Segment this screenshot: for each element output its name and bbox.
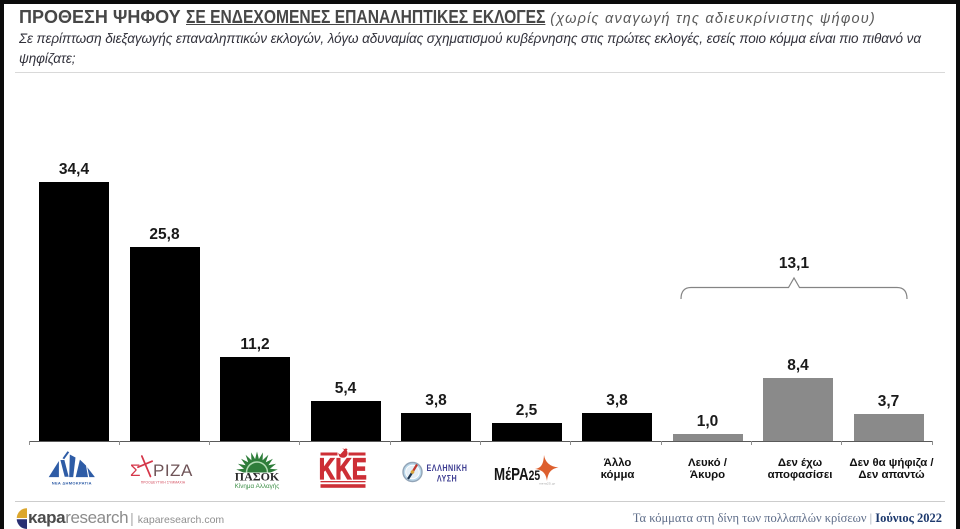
svg-text:ΝΕΑ ΔΗΜΟΚΡΑΤΙΑ: ΝΕΑ ΔΗΜΟΚΡΑΤΙΑ <box>52 481 92 486</box>
svg-text:ΡΙΖΑ: ΡΙΖΑ <box>153 461 193 480</box>
svg-text:Σ: Σ <box>130 461 141 480</box>
svg-text:KKE: KKE <box>319 452 367 486</box>
svg-text:mera25.gr: mera25.gr <box>539 482 555 486</box>
svg-text:ΜέΡΑ25: ΜέΡΑ25 <box>494 465 540 484</box>
svg-text:ΠΡΟΟΔΕΥΤΙΚΗ ΣΥΜΜΑΧΙΑ: ΠΡΟΟΔΕΥΤΙΚΗ ΣΥΜΜΑΧΙΑ <box>141 481 186 485</box>
svg-text:ΕΛΛΗΝΙΚΗ: ΕΛΛΗΝΙΚΗ <box>427 463 468 473</box>
svg-text:ΛΥΣΗ: ΛΥΣΗ <box>437 474 457 484</box>
svg-text:Κίνημα Αλλαγής: Κίνημα Αλλαγής <box>235 482 280 490</box>
svg-text:ΠΑΣΟΚ: ΠΑΣΟΚ <box>235 470 280 484</box>
